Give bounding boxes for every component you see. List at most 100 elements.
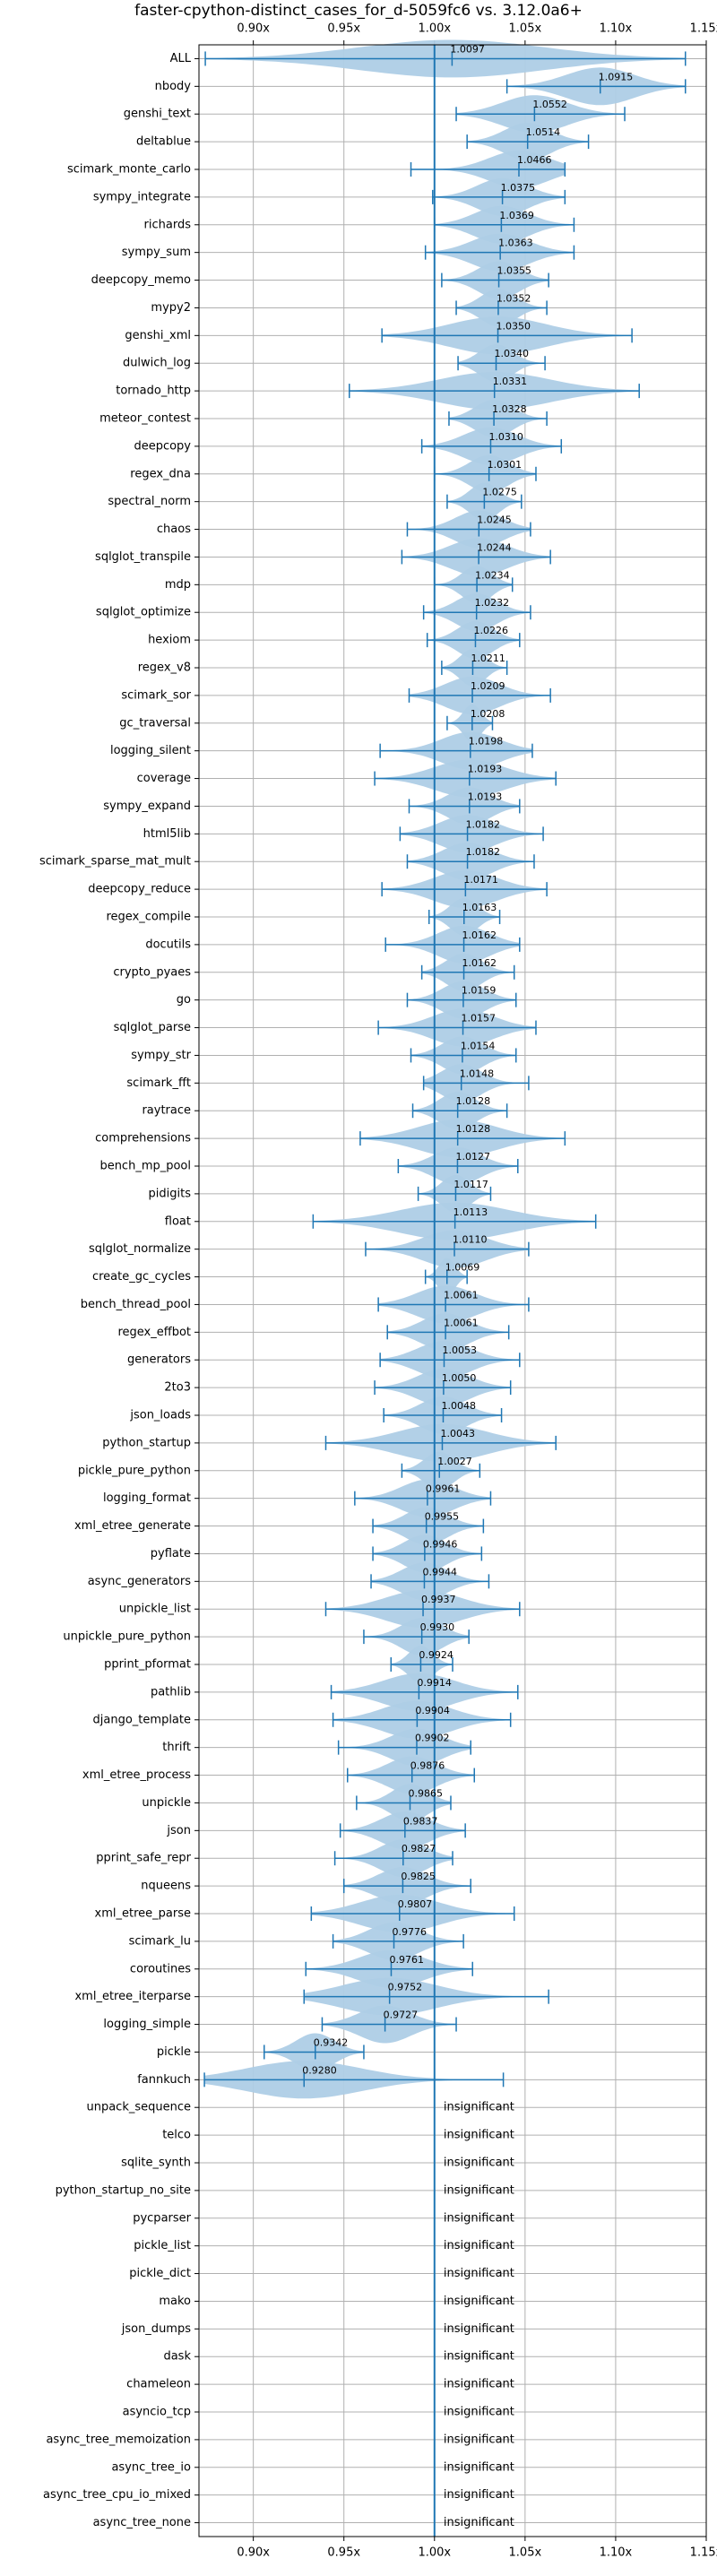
mean-value-label: 1.0148 xyxy=(460,1068,495,1079)
y-tick-label: fannkuch xyxy=(137,2073,191,2087)
insignificant-label: insignificant xyxy=(444,2239,514,2252)
y-tick-label: async_tree_memoization xyxy=(46,2433,191,2446)
mean-value-label: 1.0128 xyxy=(456,1123,491,1135)
mean-value-label: 0.9752 xyxy=(388,1982,423,1993)
y-tick-label: sympy_str xyxy=(131,1049,191,1062)
y-tick-label: raytrace xyxy=(142,1104,191,1118)
y-tick-label: coverage xyxy=(137,772,191,785)
y-tick-label: unpack_sequence xyxy=(86,2101,191,2114)
mean-value-label: 0.9914 xyxy=(417,1677,452,1689)
mean-value-label: 0.9930 xyxy=(420,1621,455,1633)
y-tick-label: telco xyxy=(162,2129,191,2142)
y-tick-label: sympy_integrate xyxy=(93,190,191,203)
insignificant-label: insignificant xyxy=(444,2433,514,2446)
insignificant-label: insignificant xyxy=(444,2295,514,2308)
x-tick-label-top: 1.00x xyxy=(418,22,451,36)
y-tick-label: create_gc_cycles xyxy=(92,1270,191,1284)
mean-value-label: 1.0209 xyxy=(471,680,505,692)
y-tick-label: scimark_fft xyxy=(126,1076,191,1090)
mean-value-label: 1.0301 xyxy=(488,459,523,471)
y-tick-label: pprint_pformat xyxy=(104,1658,191,1672)
y-tick-label: json xyxy=(166,1824,191,1837)
mean-value-label: 1.0162 xyxy=(462,957,497,969)
y-tick-label: xml_etree_parse xyxy=(95,1907,191,1921)
mean-value-label: 1.0182 xyxy=(466,818,501,830)
y-tick-label: pidigits xyxy=(149,1187,192,1200)
y-tick-label: python_startup_no_site xyxy=(56,2183,191,2197)
y-tick-label: hexiom xyxy=(148,634,191,647)
mean-value-label: 1.0245 xyxy=(477,514,512,526)
mean-value-label: 0.9342 xyxy=(314,2036,349,2048)
insignificant-label: insignificant xyxy=(444,2350,514,2364)
y-tick-label: sympy_sum xyxy=(122,246,191,259)
mean-value-label: 0.9776 xyxy=(393,1926,428,1938)
mean-value-label: 1.0369 xyxy=(499,210,534,221)
mean-value-label: 1.0375 xyxy=(501,182,536,194)
y-tick-label: unpickle_pure_python xyxy=(63,1630,191,1644)
y-tick-label: chaos xyxy=(157,523,191,536)
y-tick-label: scimark_lu xyxy=(129,1934,191,1948)
y-tick-label: pickle_dict xyxy=(129,2267,191,2280)
mean-value-label: 1.0244 xyxy=(477,541,512,553)
y-tick-label: deepcopy_reduce xyxy=(88,883,191,896)
mean-value-label: 1.0053 xyxy=(442,1344,476,1356)
mean-value-label: 0.9946 xyxy=(423,1538,458,1550)
x-tick-label-top: 0.90x xyxy=(237,22,270,36)
insignificant-label: insignificant xyxy=(444,2129,514,2142)
insignificant-label: insignificant xyxy=(444,2460,514,2474)
insignificant-label: insignificant xyxy=(444,2516,514,2529)
insignificant-label: insignificant xyxy=(444,2322,514,2336)
y-tick-label: float xyxy=(165,1215,191,1228)
y-tick-label: regex_compile xyxy=(106,911,191,924)
mean-value-label: 0.9944 xyxy=(422,1566,457,1578)
mean-value-label: 1.0331 xyxy=(493,376,528,387)
mean-value-label: 0.9904 xyxy=(415,1705,450,1716)
mean-value-label: 1.0198 xyxy=(469,736,504,748)
y-tick-label: nqueens xyxy=(141,1880,191,1893)
y-tick-label: asyncio_tcp xyxy=(123,2406,191,2419)
mean-value-label: 1.0466 xyxy=(517,154,552,166)
y-tick-label: crypto_pyaes xyxy=(113,965,191,979)
y-tick-label: deepcopy xyxy=(134,439,191,453)
mean-value-label: 0.9961 xyxy=(426,1483,460,1495)
y-tick-label: chameleon xyxy=(126,2378,191,2391)
y-tick-label: async_tree_none xyxy=(93,2516,191,2529)
mean-value-label: 1.0113 xyxy=(454,1206,488,1218)
y-tick-label: pyflate xyxy=(151,1547,191,1560)
mean-value-label: 0.9955 xyxy=(425,1511,460,1523)
y-tick-label: xml_etree_generate xyxy=(74,1519,191,1533)
insignificant-label: insignificant xyxy=(444,2101,514,2114)
y-tick-label: nbody xyxy=(155,80,192,93)
mean-value-label: 1.0211 xyxy=(471,653,505,664)
y-tick-label: spectral_norm xyxy=(108,495,191,508)
mean-value-label: 1.0275 xyxy=(482,487,517,498)
mean-value-label: 1.0355 xyxy=(497,265,532,277)
insignificant-label: insignificant xyxy=(444,2488,514,2502)
mean-value-label: 1.0110 xyxy=(453,1234,488,1246)
mean-value-label: 1.0117 xyxy=(454,1179,488,1190)
mean-value-label: 1.0552 xyxy=(532,99,567,110)
insignificant-label: insignificant xyxy=(444,2267,514,2280)
mean-value-label: 1.0171 xyxy=(463,874,498,886)
y-tick-label: regex_effbot xyxy=(117,1326,191,1339)
y-tick-label: pickle xyxy=(157,2045,191,2059)
y-tick-label: async_generators xyxy=(88,1575,192,1588)
y-tick-label: sqlglot_optimize xyxy=(96,606,191,619)
y-tick-label: xml_etree_process xyxy=(82,1768,191,1782)
y-tick-label: gc_traversal xyxy=(119,716,191,730)
x-tick-label-bottom: 1.10x xyxy=(600,2546,633,2560)
y-tick-label: genshi_text xyxy=(124,108,191,121)
y-tick-label: bench_mp_pool xyxy=(99,1160,191,1173)
y-tick-label: python_startup xyxy=(102,1436,191,1449)
y-tick-label: dask xyxy=(163,2350,191,2364)
mean-value-label: 1.0310 xyxy=(488,431,523,443)
mean-value-label: 1.0027 xyxy=(437,1456,471,1467)
mean-value-label: 1.0048 xyxy=(441,1400,476,1412)
mean-value-label: 1.0328 xyxy=(492,403,527,415)
y-tick-label: dulwich_log xyxy=(123,357,191,370)
mean-value-label: 0.9827 xyxy=(402,1843,436,1854)
y-tick-label: mako xyxy=(159,2295,191,2308)
y-tick-label: django_template xyxy=(93,1713,191,1726)
mean-value-label: 1.0162 xyxy=(462,929,497,941)
